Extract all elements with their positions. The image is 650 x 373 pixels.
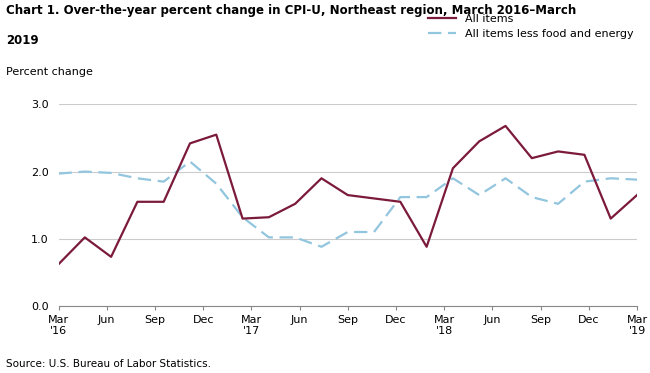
All items (318, 176, 326, 181)
Line: All items less food and energy: All items less food and energy (58, 162, 637, 247)
All items less food and energy (107, 171, 115, 175)
All items (528, 156, 536, 160)
All items less food and energy (528, 195, 536, 199)
All items less food and energy (213, 181, 220, 186)
Legend: All items, All items less food and energy: All items, All items less food and energ… (424, 9, 638, 44)
Text: 2019: 2019 (6, 34, 39, 47)
All items less food and energy (633, 178, 641, 182)
All items less food and energy (370, 230, 378, 234)
All items less food and energy (318, 245, 326, 249)
All items (81, 235, 88, 239)
All items (133, 200, 141, 204)
All items (213, 132, 220, 137)
All items (265, 215, 273, 219)
Text: Percent change: Percent change (6, 67, 94, 77)
All items less food and energy (422, 195, 430, 199)
All items less food and energy (449, 176, 457, 181)
All items (370, 196, 378, 201)
All items (422, 245, 430, 249)
All items less food and energy (580, 179, 588, 184)
All items (502, 124, 510, 128)
All items (449, 166, 457, 170)
All items less food and energy (186, 159, 194, 164)
All items (554, 149, 562, 154)
All items less food and energy (607, 176, 615, 181)
Text: Source: U.S. Bureau of Labor Statistics.: Source: U.S. Bureau of Labor Statistics. (6, 359, 211, 369)
Text: Chart 1. Over-the-year percent change in CPI-U, Northeast region, March 2016–Mar: Chart 1. Over-the-year percent change in… (6, 4, 577, 17)
All items (107, 255, 115, 259)
All items less food and energy (265, 235, 273, 239)
All items less food and energy (502, 176, 510, 181)
All items (607, 216, 615, 221)
All items (291, 201, 299, 206)
All items less food and energy (133, 176, 141, 181)
All items (160, 200, 168, 204)
All items (239, 216, 246, 221)
All items (55, 262, 62, 266)
All items (475, 139, 483, 144)
All items (633, 193, 641, 197)
All items less food and energy (344, 230, 352, 234)
All items less food and energy (554, 201, 562, 206)
All items (396, 200, 404, 204)
All items (580, 153, 588, 157)
All items less food and energy (55, 171, 62, 176)
All items less food and energy (160, 179, 168, 184)
Line: All items: All items (58, 126, 637, 264)
All items (344, 193, 352, 197)
All items (186, 141, 194, 145)
All items less food and energy (396, 195, 404, 199)
All items less food and energy (81, 169, 88, 174)
All items less food and energy (291, 235, 299, 239)
All items less food and energy (239, 215, 246, 219)
All items less food and energy (475, 193, 483, 197)
